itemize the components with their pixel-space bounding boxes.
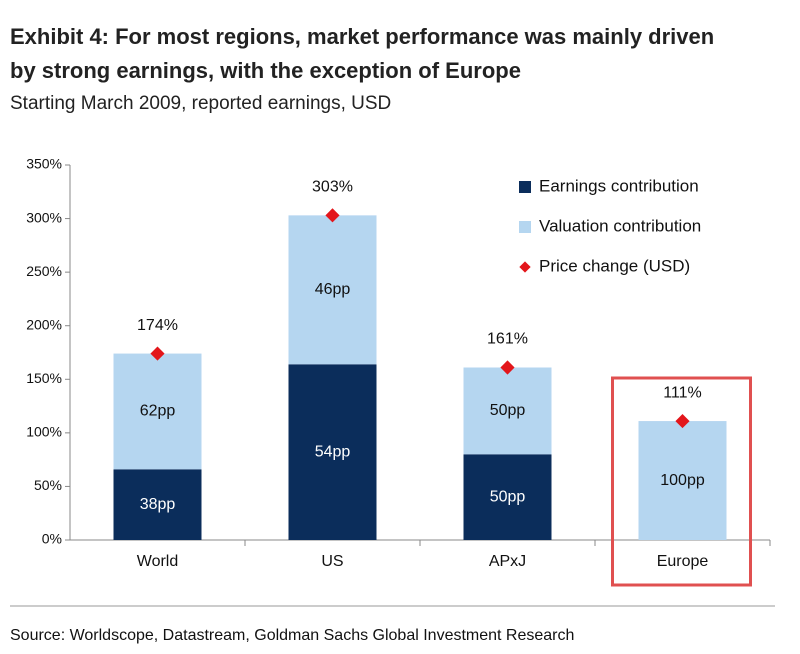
price-marker xyxy=(325,208,340,223)
bar-segment xyxy=(113,353,202,470)
bar-segment xyxy=(638,421,727,540)
value-label: 174% xyxy=(137,317,178,334)
x-tick-label: US xyxy=(321,553,343,570)
y-tick-label: 350% xyxy=(26,156,62,172)
legend-swatch xyxy=(519,261,531,273)
x-tick-label: World xyxy=(137,553,179,570)
legend-swatch xyxy=(519,221,531,233)
y-tick-label: 200% xyxy=(26,316,62,332)
bar-segment xyxy=(113,469,202,540)
legend-swatch xyxy=(519,181,531,193)
price-marker xyxy=(675,414,690,429)
bar-segment xyxy=(288,364,377,540)
value-label: 111% xyxy=(663,384,702,401)
bar-segment xyxy=(463,454,552,540)
y-tick-label: 100% xyxy=(26,424,62,440)
value-label: 161% xyxy=(487,331,528,348)
price-marker xyxy=(500,360,515,375)
bar-segment xyxy=(288,215,377,365)
y-tick-label: 0% xyxy=(42,531,62,547)
chart-subtitle: Starting March 2009, reported earnings, … xyxy=(10,93,391,114)
legend-label: Valuation contribution xyxy=(539,216,701,235)
segment-label: 54pp xyxy=(315,443,351,460)
chart-title: Exhibit 4: For most regions, market perf… xyxy=(10,24,714,83)
price-marker xyxy=(150,346,165,361)
segment-label: 50pp xyxy=(490,488,526,505)
x-tick-label: APxJ xyxy=(489,553,526,570)
x-tick-label: Europe xyxy=(657,553,709,570)
y-tick-label: 150% xyxy=(26,370,62,386)
segment-label: 38pp xyxy=(140,496,176,513)
value-label: 303% xyxy=(312,179,353,196)
legend-label: Price change (USD) xyxy=(539,256,690,275)
legend-label: Earnings contribution xyxy=(539,176,699,195)
y-tick-label: 50% xyxy=(34,477,62,493)
source-note: Source: Worldscope, Datastream, Goldman … xyxy=(10,627,574,644)
segment-label: 46pp xyxy=(315,281,351,298)
y-tick-label: 250% xyxy=(26,263,62,279)
segment-label: 100pp xyxy=(660,472,705,489)
highlight-box xyxy=(611,376,752,587)
y-tick-label: 300% xyxy=(26,209,62,225)
segment-label: 50pp xyxy=(490,402,526,419)
bar-segment xyxy=(463,367,552,455)
segment-label: 62pp xyxy=(140,403,176,420)
